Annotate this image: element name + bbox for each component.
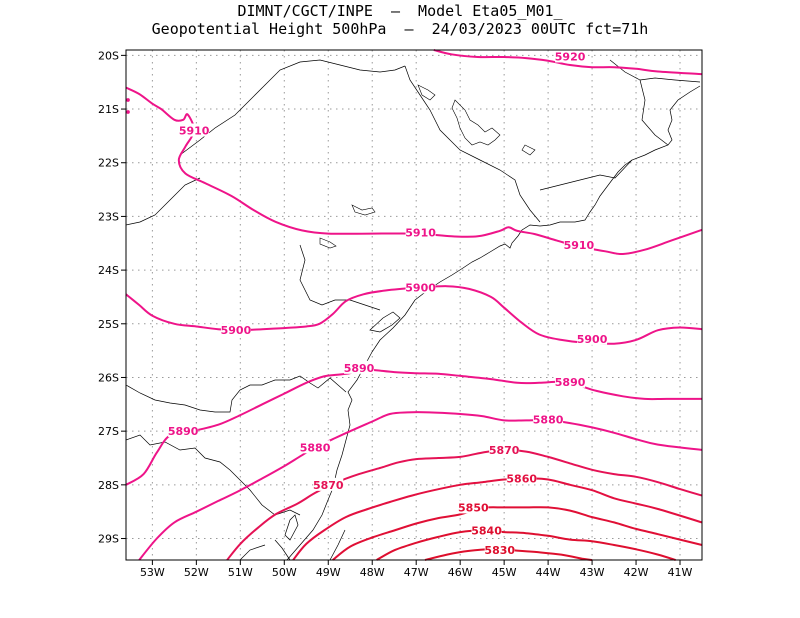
contour-5880	[138, 411, 703, 561]
lon-tick-label: 46W	[448, 566, 473, 579]
contour-label-5900: 5900	[577, 333, 608, 346]
contour-label-5870: 5870	[489, 444, 520, 457]
contour-label-bg	[179, 123, 210, 137]
lon-tick-label: 41W	[668, 566, 693, 579]
contour-5840	[376, 529, 676, 561]
contour-5900	[125, 285, 703, 345]
lon-tick-label: 42W	[624, 566, 649, 579]
contour-5870	[226, 448, 703, 561]
chart-title: DIMNT/CGCT/INPE – Model Eta05_M01_ Geopo…	[0, 2, 800, 38]
contour-label-bg	[471, 523, 502, 537]
contour-label-5880: 5880	[300, 441, 331, 454]
lon-tick-label: 43W	[580, 566, 605, 579]
contour-lines	[125, 49, 703, 561]
lat-tick-label: 26S	[98, 371, 119, 384]
contour-label-5870: 5870	[313, 479, 344, 492]
contour-label-bg	[555, 374, 586, 388]
contour-label-5900: 5900	[221, 324, 252, 337]
lon-tick-label: 47W	[404, 566, 429, 579]
contour-5890	[125, 368, 702, 486]
contour-label-bg	[344, 360, 375, 374]
contour-label-bg	[313, 477, 344, 491]
lon-tick-label: 50W	[272, 566, 297, 579]
contour-label-5910: 5910	[405, 227, 436, 240]
contour-label-5860: 5860	[506, 472, 537, 485]
lon-tick-label: 48W	[360, 566, 385, 579]
coastline	[286, 85, 701, 561]
title-line-1: DIMNT/CGCT/INPE – Model Eta05_M01_	[237, 2, 563, 20]
contour-label-5830: 5830	[484, 544, 515, 557]
grid-lines	[126, 50, 702, 560]
lat-tick-label: 29S	[98, 533, 119, 546]
contour-label-bg	[577, 331, 608, 345]
lon-tick-label: 51W	[228, 566, 253, 579]
contour-label-5840: 5840	[471, 524, 502, 537]
contour-label-bg	[555, 49, 586, 63]
contour-5860	[292, 477, 703, 561]
contour-label-bg	[300, 440, 331, 454]
lat-tick-label: 24S	[98, 264, 119, 277]
lat-tick-label: 20S	[98, 49, 119, 62]
lat-tick-label: 21S	[98, 103, 119, 116]
contour-label-5890: 5890	[344, 362, 375, 375]
contour-label-5910: 5910	[179, 125, 210, 138]
contour-label-5850: 5850	[458, 501, 489, 514]
lat-tick-label: 23S	[98, 210, 119, 223]
contour-label-bg	[220, 323, 251, 337]
contour-label-5920: 5920	[555, 50, 586, 63]
contour-label-5910: 5910	[564, 239, 595, 252]
coastline-borders	[125, 59, 701, 561]
contour-label-bg	[484, 542, 515, 556]
contour-label-5900: 5900	[405, 281, 436, 294]
contour-5920	[433, 49, 703, 76]
contour-label-bg	[405, 280, 436, 294]
lon-tick-label: 53W	[140, 566, 165, 579]
contour-label-5890: 5890	[555, 376, 586, 389]
lat-tick-label: 25S	[98, 318, 119, 331]
contour-label-bg	[489, 442, 520, 456]
lat-tick-label: 28S	[98, 479, 119, 492]
western-border	[125, 375, 347, 413]
lon-tick-label: 52W	[184, 566, 209, 579]
contour-label-bg	[533, 412, 564, 426]
latitude-ticks: 20S 21S 22S 23S 24S 25S 26S 27S 28S 29S	[98, 49, 126, 546]
lat-tick-label: 27S	[98, 425, 119, 438]
contour-label-bg	[563, 237, 594, 251]
lon-tick-label: 49W	[316, 566, 341, 579]
contour-label-5890: 5890	[168, 425, 199, 438]
contour-labels: 5920 5910 5910 5910 5900 5900 5900 5890 5890 5890…	[168, 49, 608, 557]
contour-label-bg	[168, 424, 199, 438]
longitude-ticks: 53W 52W 51W 50W 49W 48W 47W 46W 45W 44W 43W 42W 41W	[140, 560, 693, 579]
contour-label-bg	[458, 500, 489, 514]
contour-label-bg	[506, 471, 537, 485]
contour-label-bg	[405, 225, 436, 239]
lat-tick-label: 22S	[98, 157, 119, 170]
lon-tick-label: 44W	[536, 566, 561, 579]
plot-frame	[125, 49, 703, 561]
title-line-2: Geopotential Height 500hPa – 24/03/2023 …	[151, 20, 649, 38]
contour-label-5880: 5880	[533, 413, 564, 426]
lon-tick-label: 45W	[492, 566, 517, 579]
contour-5850	[332, 506, 703, 561]
